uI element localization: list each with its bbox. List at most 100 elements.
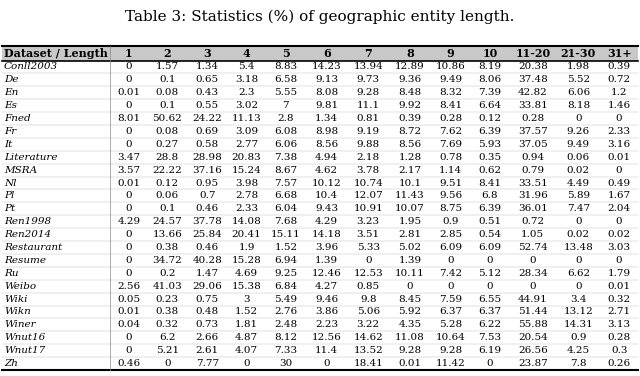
Text: 2.3: 2.3 [238, 88, 255, 97]
Text: 13.94: 13.94 [353, 62, 383, 71]
Text: 0.95: 0.95 [196, 179, 219, 188]
Text: 9.28: 9.28 [398, 346, 422, 355]
Text: 0.39: 0.39 [398, 114, 422, 123]
Text: 12.07: 12.07 [353, 191, 383, 200]
Text: 0: 0 [486, 282, 493, 291]
Text: 9.49: 9.49 [567, 140, 590, 149]
Text: 40.28: 40.28 [193, 256, 222, 265]
Text: 0.32: 0.32 [607, 294, 630, 303]
Text: 4.94: 4.94 [315, 153, 338, 162]
Text: 41.03: 41.03 [152, 282, 182, 291]
Text: 9.49: 9.49 [439, 75, 462, 84]
Text: 33.51: 33.51 [518, 179, 548, 188]
Text: 6.06: 6.06 [275, 140, 298, 149]
Text: 0.06: 0.06 [567, 153, 590, 162]
Text: Dataset / Length: Dataset / Length [4, 48, 108, 59]
Text: 5.21: 5.21 [156, 346, 179, 355]
Text: 0.08: 0.08 [156, 127, 179, 136]
Text: 14.62: 14.62 [353, 333, 383, 342]
Text: 0: 0 [125, 230, 132, 239]
Text: 6.19: 6.19 [479, 346, 502, 355]
Text: Nl: Nl [4, 179, 17, 188]
Text: 0.43: 0.43 [196, 88, 219, 97]
Text: 5.93: 5.93 [479, 140, 502, 149]
Text: 5.06: 5.06 [356, 308, 380, 317]
Text: 2.04: 2.04 [607, 204, 630, 213]
Text: 8.12: 8.12 [275, 333, 298, 342]
Text: 0.2: 0.2 [159, 269, 175, 278]
Text: 0: 0 [125, 333, 132, 342]
Text: 5.33: 5.33 [356, 243, 380, 252]
Text: 1.95: 1.95 [398, 217, 422, 226]
Text: Wiki: Wiki [4, 294, 28, 303]
Text: 6.04: 6.04 [275, 204, 298, 213]
Text: 10.64: 10.64 [436, 333, 466, 342]
Text: 3.96: 3.96 [315, 243, 338, 252]
Text: 0.04: 0.04 [117, 320, 140, 329]
Text: 9.19: 9.19 [356, 127, 380, 136]
Text: 7.69: 7.69 [439, 140, 462, 149]
Text: 9: 9 [447, 48, 454, 59]
Text: 6.37: 6.37 [479, 308, 502, 317]
Text: 10.11: 10.11 [395, 269, 425, 278]
Text: 0.23: 0.23 [156, 294, 179, 303]
Text: 0.39: 0.39 [607, 62, 630, 71]
Text: 5: 5 [282, 48, 290, 59]
Text: 0.1: 0.1 [159, 101, 175, 110]
Text: 0.1: 0.1 [159, 204, 175, 213]
Text: 10.07: 10.07 [395, 204, 425, 213]
Text: Pl: Pl [4, 191, 14, 200]
Text: 0.9: 0.9 [570, 333, 587, 342]
Text: 2.81: 2.81 [398, 230, 422, 239]
Text: 1.14: 1.14 [439, 165, 462, 174]
Text: 11.42: 11.42 [436, 359, 466, 368]
Text: 8.48: 8.48 [398, 88, 422, 97]
Text: 1.52: 1.52 [235, 308, 258, 317]
Text: 6.64: 6.64 [479, 101, 502, 110]
Text: 7.57: 7.57 [275, 179, 298, 188]
Text: 11.4: 11.4 [315, 346, 338, 355]
Text: 3.78: 3.78 [356, 165, 380, 174]
Text: 9.92: 9.92 [398, 101, 422, 110]
Text: 3.86: 3.86 [315, 308, 338, 317]
Text: 11.08: 11.08 [395, 333, 425, 342]
Text: 10.4: 10.4 [315, 191, 338, 200]
Text: 0.01: 0.01 [398, 359, 422, 368]
Text: 6.09: 6.09 [479, 243, 502, 252]
Text: 8.98: 8.98 [315, 127, 338, 136]
Text: 0: 0 [447, 256, 454, 265]
Text: 42.82: 42.82 [518, 88, 548, 97]
Text: 8.41: 8.41 [439, 101, 462, 110]
Text: 0.54: 0.54 [479, 230, 502, 239]
Text: 7.77: 7.77 [196, 359, 219, 368]
Text: 0: 0 [125, 243, 132, 252]
Text: 0: 0 [616, 165, 623, 174]
Text: 33.81: 33.81 [518, 101, 548, 110]
Text: 6.39: 6.39 [479, 127, 502, 136]
Text: 3.57: 3.57 [117, 165, 140, 174]
Text: 0.28: 0.28 [439, 114, 462, 123]
Text: 36.01: 36.01 [518, 204, 548, 213]
Text: 31.96: 31.96 [518, 191, 548, 200]
Text: 3.03: 3.03 [607, 243, 630, 252]
Text: 1.39: 1.39 [398, 256, 422, 265]
Text: 5.12: 5.12 [479, 269, 502, 278]
Text: 9.26: 9.26 [567, 127, 590, 136]
Text: Fned: Fned [4, 114, 31, 123]
Text: 0.81: 0.81 [356, 114, 380, 123]
Text: 5.92: 5.92 [398, 308, 422, 317]
Text: 0.85: 0.85 [356, 282, 380, 291]
Text: 20.83: 20.83 [232, 153, 262, 162]
Text: 0: 0 [125, 101, 132, 110]
Text: 18.41: 18.41 [353, 359, 383, 368]
Text: 1.34: 1.34 [196, 62, 219, 71]
Text: 7.38: 7.38 [275, 153, 298, 162]
Text: Pt: Pt [4, 204, 15, 213]
Text: It: It [4, 140, 12, 149]
Text: 0.28: 0.28 [521, 114, 545, 123]
Text: 15.11: 15.11 [271, 230, 301, 239]
Text: 37.78: 37.78 [193, 217, 222, 226]
Text: 9.25: 9.25 [275, 269, 298, 278]
Text: 0.35: 0.35 [479, 153, 502, 162]
Text: 25.84: 25.84 [193, 230, 222, 239]
